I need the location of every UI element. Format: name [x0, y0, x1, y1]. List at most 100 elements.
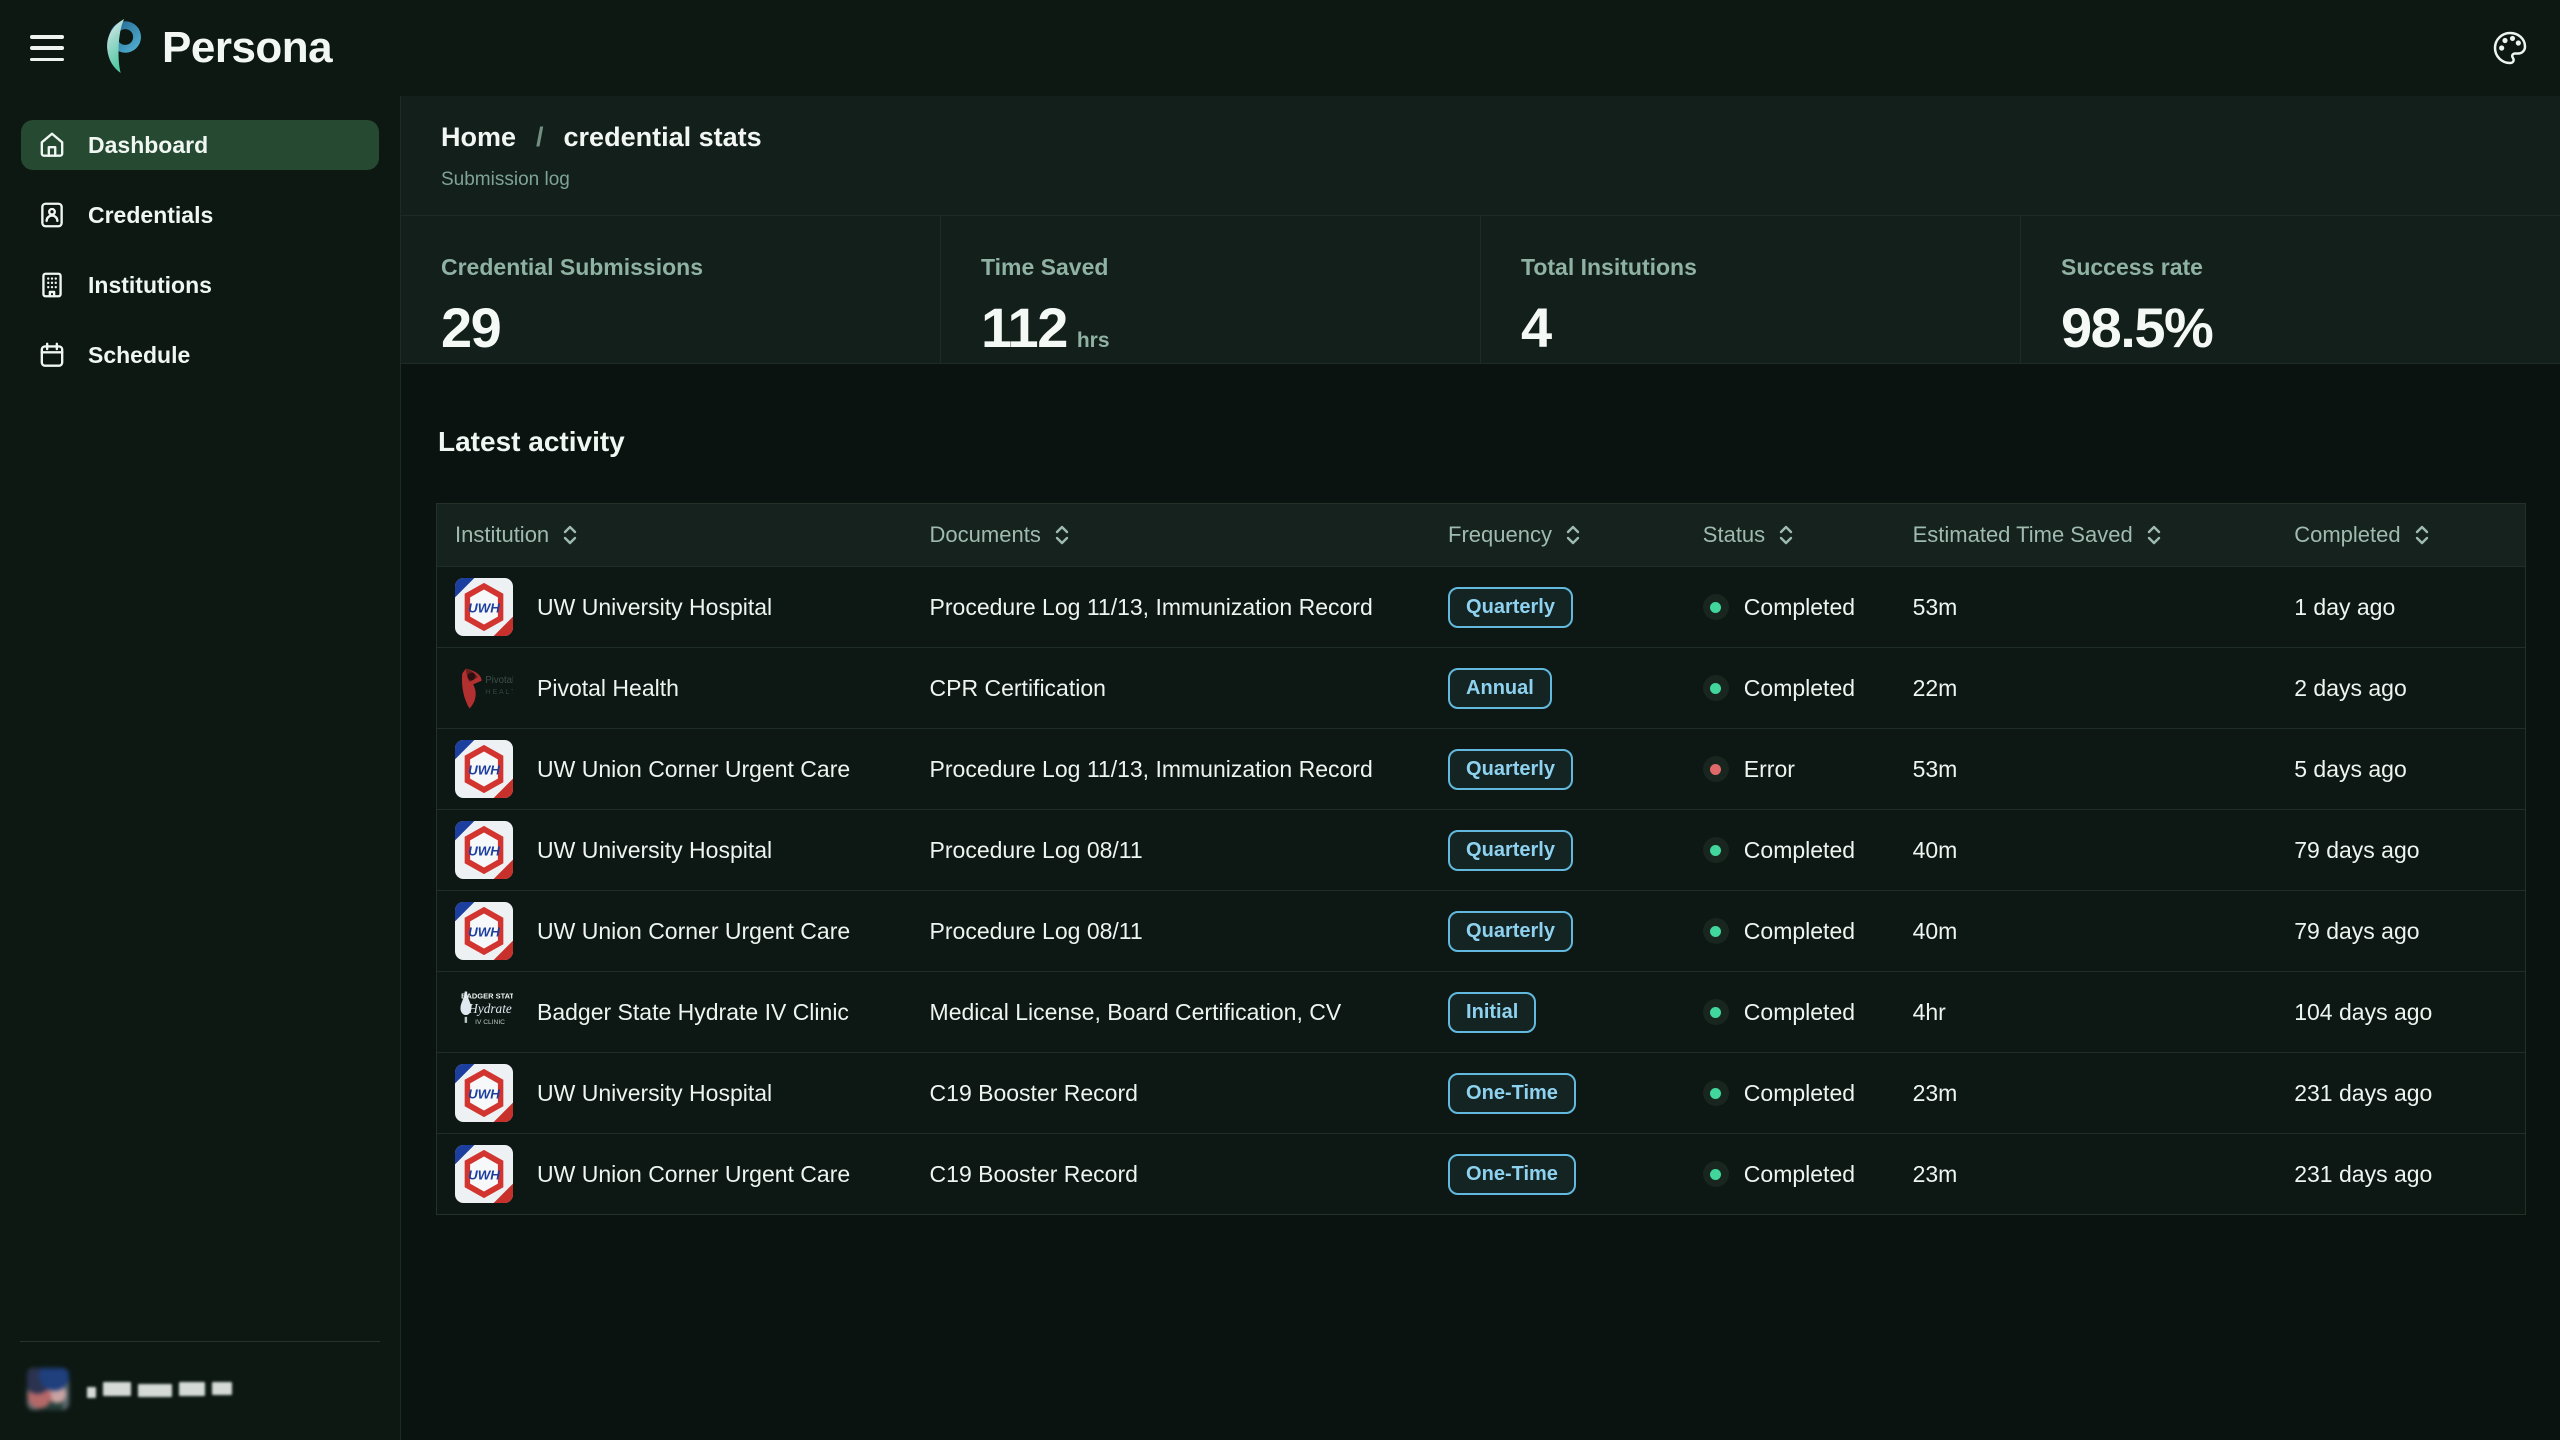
theme-palette-icon[interactable]	[2488, 26, 2532, 70]
completed-cell: 79 days ago	[2294, 837, 2525, 864]
time-saved-cell: 40m	[1913, 918, 2295, 945]
completed-cell: 79 days ago	[2294, 918, 2525, 945]
sort-chevrons-icon[interactable]	[1777, 524, 1795, 546]
stat-value: 112	[981, 295, 1067, 360]
persona-logo-icon	[100, 19, 146, 78]
time-saved-cell: 4hr	[1913, 999, 2295, 1026]
status-label: Completed	[1744, 594, 1855, 621]
column-header-label: Estimated Time Saved	[1913, 522, 2133, 548]
column-header-documents[interactable]: Documents	[930, 522, 1449, 548]
status-label: Completed	[1744, 837, 1855, 864]
sort-chevrons-icon[interactable]	[561, 524, 579, 546]
uwh-logo-icon: UWH	[455, 821, 513, 879]
top-bar: Persona	[0, 0, 2560, 96]
column-header-completed[interactable]: Completed	[2294, 522, 2525, 548]
documents-cell: Procedure Log 11/13, Immunization Record	[930, 756, 1449, 783]
status-cell: Completed	[1703, 918, 1913, 945]
svg-text:UWH: UWH	[468, 1167, 500, 1182]
table-row[interactable]: UWH UW Union Corner Urgent CareProcedure…	[437, 890, 2525, 971]
svg-text:UWH: UWH	[468, 843, 500, 858]
sidebar-item-label: Schedule	[88, 342, 190, 369]
institution-name: UW University Hospital	[537, 594, 772, 621]
time-saved-cell: 40m	[1913, 837, 2295, 864]
pivotal-logo-icon: Pivotal H E A L T H	[455, 659, 513, 717]
table-row[interactable]: BADGER STATE Hydrate IV CLINIC Badger St…	[437, 971, 2525, 1052]
status-label: Completed	[1744, 918, 1855, 945]
sidebar-item-credentials[interactable]: Credentials	[21, 190, 379, 240]
institution-name: UW Union Corner Urgent Care	[537, 918, 850, 945]
status-label: Completed	[1744, 999, 1855, 1026]
status-cell: Completed	[1703, 837, 1913, 864]
status-dot	[1703, 675, 1729, 701]
institution-name: Badger State Hydrate IV Clinic	[537, 999, 849, 1026]
column-header-label: Completed	[2294, 522, 2400, 548]
sidebar-item-institutions[interactable]: Institutions	[21, 260, 379, 310]
user-name-redacted	[87, 1381, 232, 1398]
hamburger-menu-icon[interactable]	[30, 35, 64, 61]
app-name: Persona	[162, 23, 332, 73]
sort-chevrons-icon[interactable]	[2145, 524, 2163, 546]
activity-table: Institution Documents FrequencyStatus Estim…	[436, 503, 2526, 1215]
time-saved-cell: 23m	[1913, 1080, 2295, 1107]
svg-text:Hydrate: Hydrate	[467, 1001, 512, 1016]
table-row[interactable]: Pivotal H E A L T H Pivotal HealthCPR Ce…	[437, 647, 2525, 728]
breadcrumb: Home / credential stats	[441, 122, 2560, 153]
column-header-label: Documents	[930, 522, 1041, 548]
status-cell: Completed	[1703, 675, 1913, 702]
column-header-status[interactable]: Status	[1703, 522, 1913, 548]
completed-cell: 1 day ago	[2294, 594, 2525, 621]
frequency-badge: Initial	[1448, 992, 1536, 1033]
sidebar-item-schedule[interactable]: Schedule	[21, 330, 379, 380]
status-label: Error	[1744, 756, 1795, 783]
uwh-logo-icon: UWH	[455, 740, 513, 798]
institution-name: UW Union Corner Urgent Care	[537, 1161, 850, 1188]
sort-chevrons-icon[interactable]	[2413, 524, 2431, 546]
time-saved-cell: 53m	[1913, 594, 2295, 621]
status-cell: Completed	[1703, 1161, 1913, 1188]
table-row[interactable]: UWH UW Union Corner Urgent Care C19 Boost…	[437, 1133, 2525, 1214]
table-row[interactable]: UWH UW University HospitalProcedure Log …	[437, 809, 2525, 890]
breadcrumb-home-link[interactable]: Home	[441, 122, 516, 153]
svg-text:IV CLINIC: IV CLINIC	[475, 1019, 505, 1026]
table-row[interactable]: UWH UW University HospitalProcedure Log …	[437, 566, 2525, 647]
section-title: Latest activity	[438, 426, 625, 458]
sidebar: Dashboard Credentials Institutions Schedule	[0, 96, 401, 1440]
table-row[interactable]: UWH UW University HospitalC19 Booster Re…	[437, 1052, 2525, 1133]
frequency-badge: Annual	[1448, 668, 1552, 709]
column-header-estimated-time-saved[interactable]: Estimated Time Saved	[1913, 522, 2295, 548]
status-cell: Completed	[1703, 1080, 1913, 1107]
column-header-label: Institution	[455, 522, 549, 548]
stat-suffix: hrs	[1077, 329, 1110, 353]
sort-chevrons-icon[interactable]	[1564, 524, 1582, 546]
home-icon	[36, 129, 68, 161]
column-header-frequency[interactable]: Frequency	[1448, 522, 1703, 548]
sidebar-item-dashboard[interactable]: Dashboard	[21, 120, 379, 170]
stat-success-rate: Success rate98.5%	[2020, 216, 2560, 363]
column-header-institution[interactable]: Institution	[437, 522, 930, 548]
column-header-label: Status	[1703, 522, 1765, 548]
status-dot	[1703, 1161, 1729, 1187]
svg-text:UWH: UWH	[468, 762, 500, 777]
user-profile[interactable]	[27, 1368, 400, 1410]
sort-chevrons-icon[interactable]	[1053, 524, 1071, 546]
badger-logo-icon: BADGER STATE Hydrate IV CLINIC	[455, 983, 513, 1041]
stat-label: Credential Submissions	[441, 254, 940, 281]
documents-cell: Medical License, Board Certification, CV	[930, 999, 1449, 1026]
frequency-badge: One-Time	[1448, 1154, 1576, 1195]
documents-cell: C19 Booster Record	[930, 1161, 1449, 1188]
status-dot	[1703, 756, 1729, 782]
breadcrumb-current: credential stats	[564, 122, 762, 153]
table-row[interactable]: UWH UW Union Corner Urgent CareProcedure…	[437, 728, 2525, 809]
building-icon	[36, 269, 68, 301]
status-dot	[1703, 594, 1729, 620]
status-cell: Completed	[1703, 594, 1913, 621]
status-label: Completed	[1744, 1161, 1855, 1188]
status-dot	[1703, 837, 1729, 863]
frequency-badge: One-Time	[1448, 1073, 1576, 1114]
stat-label: Time Saved	[981, 254, 1480, 281]
institution-name: Pivotal Health	[537, 675, 679, 702]
uwh-logo-icon: UWH	[455, 902, 513, 960]
documents-cell: Procedure Log 11/13, Immunization Record	[930, 594, 1449, 621]
status-label: Completed	[1744, 675, 1855, 702]
uwh-logo-icon: UWH	[455, 1064, 513, 1122]
